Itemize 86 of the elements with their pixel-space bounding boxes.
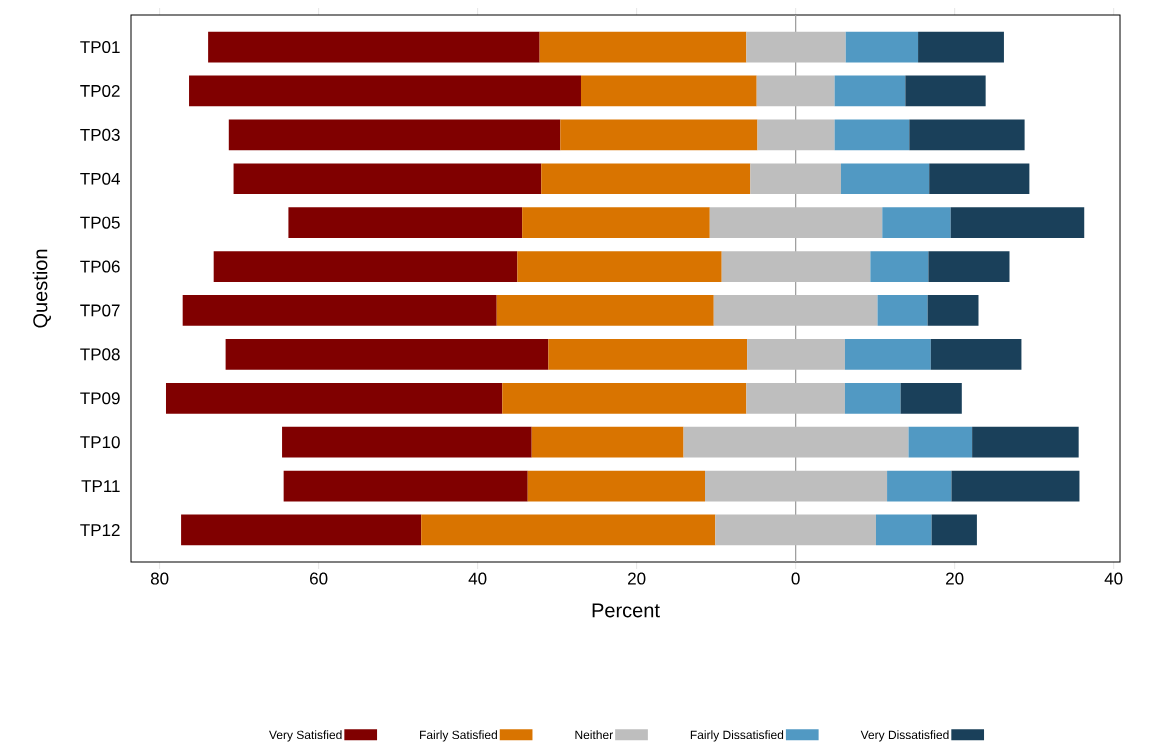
y-tick-label: TP04 [80, 172, 120, 186]
bar [541, 163, 751, 195]
bar [750, 163, 841, 195]
y-tick-label: TP07 [80, 304, 120, 317]
legend-label: Fairly Satisfied [420, 730, 497, 742]
bar [845, 31, 919, 63]
y-tick-label: TP10 [80, 436, 120, 449]
x-tick-label: 60 [310, 572, 328, 585]
bar [181, 514, 422, 546]
bar [931, 514, 977, 546]
y-tick-label: TP08 [80, 348, 120, 361]
bar [282, 427, 532, 458]
bar [844, 383, 901, 414]
y-axis-title: Question [32, 250, 51, 328]
bar [288, 207, 523, 239]
bar [746, 383, 845, 414]
bar [877, 295, 928, 327]
bar [683, 427, 909, 458]
bar [713, 295, 878, 327]
bar [721, 251, 871, 283]
bar [972, 427, 1079, 458]
y-tick-label: TP02 [80, 85, 120, 98]
bar [882, 207, 951, 239]
y-tick-label: TP03 [80, 129, 120, 142]
bar [746, 31, 846, 63]
bar [213, 251, 518, 283]
bar [929, 163, 1030, 195]
bar [517, 251, 722, 283]
bar [502, 383, 747, 414]
bar [756, 75, 835, 107]
bar [887, 470, 952, 502]
bar [580, 75, 757, 107]
legend-label: Very Satisfied [269, 730, 342, 742]
x-tick-label: 40 [468, 572, 487, 585]
bar [715, 514, 876, 546]
bar [705, 470, 888, 502]
x-tick-label: 40 [1104, 572, 1123, 585]
legend-label: Neither [575, 730, 613, 740]
bar [950, 207, 1085, 239]
bar [844, 339, 931, 370]
y-tick-label: TP12 [80, 524, 120, 537]
bar [908, 427, 973, 458]
x-axis-title: Percent [592, 603, 660, 618]
bar [233, 163, 542, 195]
bar [875, 514, 932, 546]
bar [560, 119, 758, 151]
bar [283, 470, 528, 502]
bar [870, 251, 929, 283]
x-tick-label: 20 [946, 572, 964, 585]
y-tick-label: TP05 [80, 216, 120, 229]
bar [918, 31, 1004, 63]
bar [834, 119, 910, 151]
y-tick-label: TP09 [80, 392, 120, 405]
bar [905, 75, 986, 107]
bar [189, 75, 581, 107]
bar [225, 339, 549, 370]
x-tick-label: 80 [150, 572, 169, 585]
legend-label: Fairly Dissatisfied [690, 730, 784, 742]
y-tick-label: TP11 [81, 480, 120, 493]
bar [208, 31, 540, 63]
bar [747, 339, 845, 370]
bar [927, 295, 979, 327]
bar [930, 339, 1022, 370]
bar [928, 251, 1010, 283]
bar [527, 470, 706, 502]
bar [840, 163, 930, 195]
bar [539, 31, 747, 63]
bar [421, 514, 716, 546]
bar [522, 207, 710, 239]
bar [757, 119, 835, 151]
bar [900, 383, 962, 414]
y-tick-label: TP01 [80, 41, 120, 54]
bar [548, 339, 748, 370]
y-tick-label: TP06 [80, 260, 120, 273]
x-tick-label: 0 [791, 572, 800, 585]
bar [951, 470, 1080, 502]
bar [709, 207, 883, 239]
bar [165, 383, 503, 414]
bar [228, 119, 561, 151]
legend-label: Very Dissatisfied [860, 730, 949, 742]
bar [909, 119, 1025, 151]
bar [496, 295, 714, 327]
x-tick-label: 20 [628, 572, 646, 585]
bar [531, 427, 684, 458]
bar [834, 75, 906, 107]
bar [182, 295, 497, 327]
